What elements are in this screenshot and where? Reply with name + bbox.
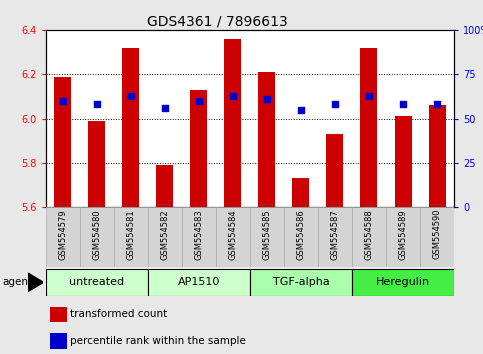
Text: agent: agent xyxy=(2,277,32,287)
Text: TGF-alpha: TGF-alpha xyxy=(272,277,329,287)
Text: untreated: untreated xyxy=(70,277,125,287)
Point xyxy=(399,101,407,107)
Bar xyxy=(55,76,71,207)
Point xyxy=(433,101,441,107)
Bar xyxy=(420,207,454,267)
Point xyxy=(161,105,169,110)
Text: GSM554585: GSM554585 xyxy=(262,209,271,259)
Bar xyxy=(293,178,310,207)
Point xyxy=(331,101,339,107)
Point xyxy=(365,94,373,99)
Bar xyxy=(182,207,216,267)
Bar xyxy=(148,269,250,296)
Text: AP1510: AP1510 xyxy=(178,277,220,287)
Polygon shape xyxy=(28,273,43,292)
Bar xyxy=(88,121,105,207)
Text: GSM554586: GSM554586 xyxy=(297,209,305,259)
Text: GSM554581: GSM554581 xyxy=(127,209,135,259)
Bar xyxy=(386,207,420,267)
Bar xyxy=(156,165,173,207)
Point xyxy=(93,101,101,107)
Bar xyxy=(258,72,275,207)
Bar xyxy=(148,207,182,267)
Bar xyxy=(352,269,454,296)
Bar xyxy=(190,90,207,207)
Bar xyxy=(50,307,67,322)
Point xyxy=(263,96,271,102)
Text: GSM554587: GSM554587 xyxy=(330,209,340,259)
Text: GSM554580: GSM554580 xyxy=(92,209,101,259)
Point xyxy=(229,94,237,99)
Text: GSM554589: GSM554589 xyxy=(398,209,408,259)
Text: transformed count: transformed count xyxy=(70,309,167,320)
Bar xyxy=(428,105,445,207)
Bar xyxy=(46,207,80,267)
Point xyxy=(297,107,305,113)
Bar xyxy=(114,207,148,267)
Bar xyxy=(284,207,318,267)
Text: percentile rank within the sample: percentile rank within the sample xyxy=(70,336,246,346)
Bar xyxy=(216,207,250,267)
Bar xyxy=(352,207,386,267)
Bar xyxy=(80,207,114,267)
Text: Heregulin: Heregulin xyxy=(376,277,430,287)
Bar xyxy=(250,269,352,296)
Text: GSM554590: GSM554590 xyxy=(432,209,441,259)
Title: GDS4361 / 7896613: GDS4361 / 7896613 xyxy=(147,15,288,29)
Bar xyxy=(327,134,343,207)
Bar xyxy=(50,333,67,348)
Text: GSM554579: GSM554579 xyxy=(58,209,68,259)
Text: GSM554584: GSM554584 xyxy=(228,209,238,259)
Bar xyxy=(122,48,140,207)
Bar xyxy=(395,116,412,207)
Bar xyxy=(360,48,378,207)
Bar xyxy=(318,207,352,267)
Point xyxy=(127,94,135,99)
Point xyxy=(59,98,67,104)
Text: GSM554583: GSM554583 xyxy=(195,209,203,259)
Text: GSM554582: GSM554582 xyxy=(160,209,170,259)
Bar xyxy=(225,39,242,207)
Point xyxy=(195,98,203,104)
Text: GSM554588: GSM554588 xyxy=(365,209,373,259)
Bar xyxy=(46,269,148,296)
Bar xyxy=(250,207,284,267)
